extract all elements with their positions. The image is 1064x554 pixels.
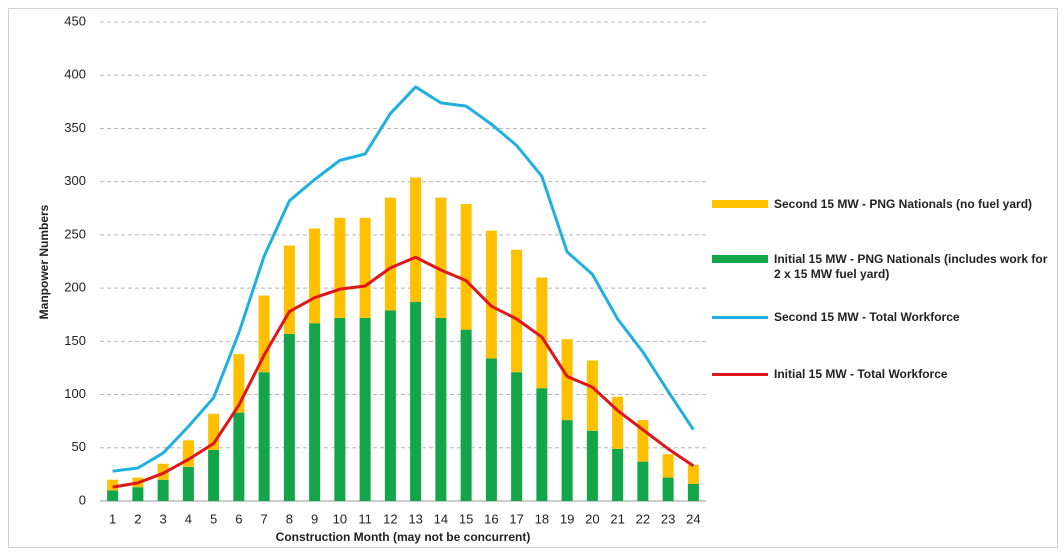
x-tick-label: 19	[560, 511, 574, 526]
x-tick-label: 5	[210, 511, 217, 526]
bar	[586, 360, 598, 431]
x-tick-label: 11	[358, 511, 372, 526]
x-tick-label: 6	[235, 511, 242, 526]
bar	[182, 466, 194, 501]
line	[112, 255, 695, 489]
bar	[359, 217, 371, 318]
y-tick-label: 200	[64, 280, 86, 295]
legend-swatch	[712, 367, 772, 382]
bar	[157, 479, 169, 501]
legend-swatch	[712, 197, 772, 212]
bar	[511, 249, 523, 373]
bar	[410, 301, 422, 501]
x-tick-label: 18	[535, 511, 549, 526]
x-tick-label: 22	[636, 511, 650, 526]
chart-frame	[8, 8, 1058, 548]
bar	[283, 333, 295, 501]
x-tick-label: 17	[509, 511, 523, 526]
x-tick-label: 10	[333, 511, 347, 526]
bar	[662, 477, 674, 501]
x-axis-label: Construction Month (may not be concurren…	[276, 530, 531, 544]
bar	[612, 448, 624, 501]
legend-label: Initial 15 MW - PNG Nationals (includes …	[774, 252, 1048, 281]
bar	[233, 354, 245, 413]
bar	[485, 358, 497, 501]
bar	[258, 295, 270, 373]
line	[112, 85, 695, 473]
bar	[561, 420, 573, 501]
y-tick-label: 350	[64, 120, 86, 135]
bar	[359, 317, 371, 501]
y-tick-label: 0	[79, 492, 86, 507]
bar	[283, 245, 295, 334]
bar	[687, 464, 699, 484]
x-tick-label: 2	[134, 511, 141, 526]
y-tick-label: 400	[64, 67, 86, 82]
x-tick-label: 1	[109, 511, 116, 526]
x-tick-label: 14	[434, 511, 448, 526]
bar	[309, 228, 321, 324]
legend-label: Initial 15 MW - Total Workforce	[774, 367, 948, 381]
y-tick-label: 50	[72, 439, 86, 454]
x-tick-label: 12	[383, 511, 397, 526]
bar	[460, 204, 472, 330]
bar	[132, 487, 144, 501]
bar	[435, 197, 447, 318]
bar	[637, 420, 649, 462]
x-tick-label: 20	[585, 511, 599, 526]
bar	[384, 310, 396, 501]
bar	[536, 277, 548, 389]
bar	[384, 197, 396, 311]
x-tick-label: 16	[484, 511, 498, 526]
legend-item: Second 15 MW - PNG Nationals (no fuel ya…	[712, 197, 1057, 212]
x-tick-label: 13	[408, 511, 422, 526]
bar	[662, 454, 674, 478]
legend-item: Initial 15 MW - Total Workforce	[712, 367, 1057, 382]
bar	[687, 483, 699, 501]
bar	[334, 317, 346, 501]
legend-item: Second 15 MW - Total Workforce	[712, 310, 1057, 325]
bar	[435, 317, 447, 501]
x-tick-label: 21	[610, 511, 624, 526]
y-tick-label: 300	[64, 173, 86, 188]
legend-swatch	[712, 252, 772, 267]
bar	[637, 461, 649, 501]
bar	[258, 372, 270, 501]
legend-label: Second 15 MW - Total Workforce	[774, 310, 960, 324]
x-tick-label: 24	[686, 511, 700, 526]
y-tick-label: 100	[64, 386, 86, 401]
x-tick-label: 15	[459, 511, 473, 526]
x-tick-label: 23	[661, 511, 675, 526]
bar	[536, 388, 548, 501]
bar	[208, 413, 220, 450]
bar	[182, 440, 194, 467]
bar	[485, 230, 497, 359]
legend-swatch	[712, 310, 772, 325]
bar	[334, 217, 346, 318]
bar	[208, 449, 220, 501]
bar	[107, 490, 119, 501]
x-tick-label: 4	[185, 511, 192, 526]
x-tick-label: 7	[261, 511, 268, 526]
bar	[309, 323, 321, 501]
y-tick-label: 150	[64, 333, 86, 348]
bar	[561, 339, 573, 421]
y-axis-label: Manpower Numbers	[37, 204, 51, 319]
y-tick-label: 250	[64, 226, 86, 241]
x-tick-label: 3	[160, 511, 167, 526]
bar	[612, 396, 624, 449]
bar	[511, 372, 523, 501]
x-tick-label: 9	[311, 511, 318, 526]
x-tick-label: 8	[286, 511, 293, 526]
bar	[586, 430, 598, 501]
legend-label: Second 15 MW - PNG Nationals (no fuel ya…	[774, 197, 1033, 211]
legend-item: Initial 15 MW - PNG Nationals (includes …	[712, 252, 1057, 282]
y-tick-label: 450	[64, 13, 86, 28]
bar	[410, 177, 422, 302]
bar	[460, 329, 472, 501]
bar	[107, 479, 119, 491]
bar	[233, 412, 245, 501]
